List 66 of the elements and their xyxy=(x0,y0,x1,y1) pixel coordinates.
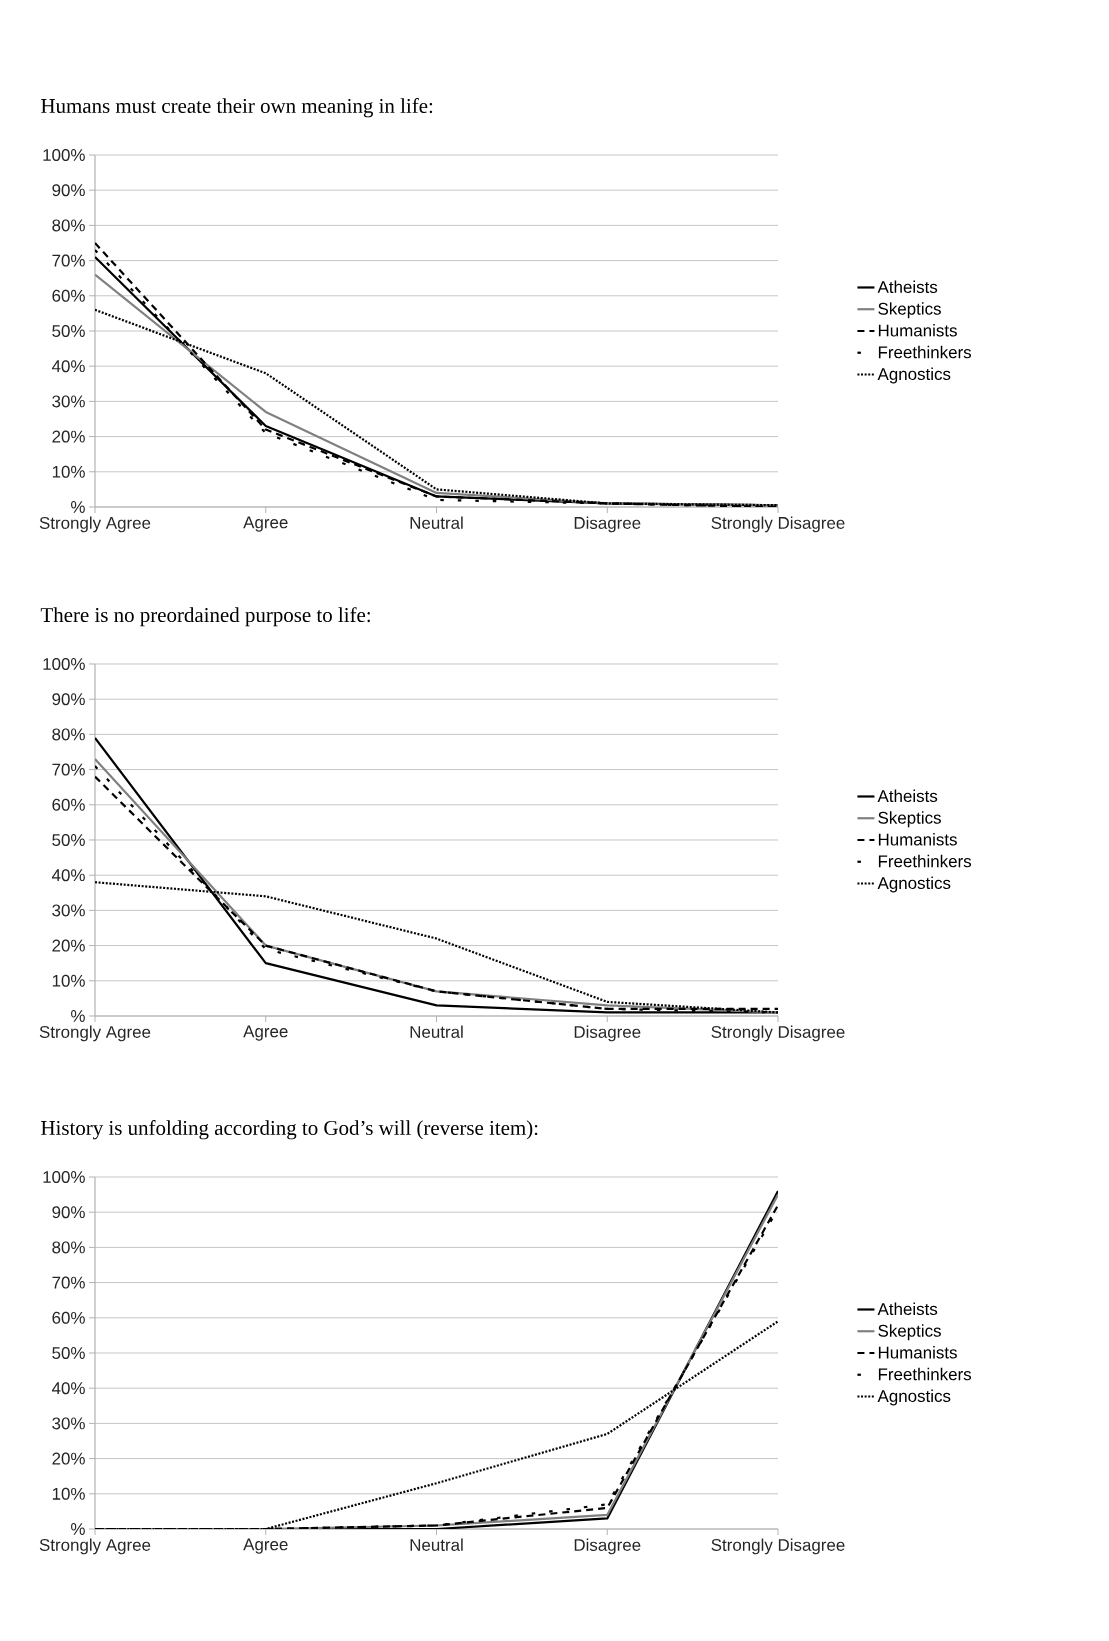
legend-label: Freethinkers xyxy=(878,345,972,359)
y-tick-label: 20% xyxy=(52,939,85,952)
y-tick-label: 10% xyxy=(52,1487,85,1500)
y-tick-label: 20% xyxy=(52,430,85,443)
y-tick-label: 20% xyxy=(52,1452,85,1465)
legend-label: Freethinkers xyxy=(878,1367,972,1381)
x-tick-label: Strongly Disagree xyxy=(711,1025,845,1042)
y-tick-label: 90% xyxy=(52,693,85,706)
x-tick-label: Strongly Agree xyxy=(39,1538,151,1555)
y-tick-label: 30% xyxy=(52,1417,85,1430)
y-tick-label: % xyxy=(71,501,85,513)
y-tick-label: 80% xyxy=(52,1241,85,1254)
chart-title: There is no preordained purpose to life: xyxy=(40,607,370,627)
y-tick-label: 50% xyxy=(52,324,85,337)
y-tick-label: 90% xyxy=(52,1206,85,1219)
legend-label: Atheists xyxy=(877,789,938,803)
y-tick-label: % xyxy=(71,1523,85,1535)
x-tick-label: Neutral xyxy=(410,1025,463,1038)
y-tick-label: 70% xyxy=(52,1276,85,1289)
legend-label: Atheists xyxy=(877,280,938,294)
y-tick-label: 70% xyxy=(52,254,85,267)
y-tick-label: 40% xyxy=(51,360,85,373)
x-tick-label: Disagree xyxy=(574,516,641,533)
chart-title: History is unfolding according to God’s will (reverse item): xyxy=(41,1120,538,1140)
legend-label: Skeptics xyxy=(878,1324,941,1341)
legend-label: Skeptics xyxy=(878,811,941,828)
y-tick-label: % xyxy=(71,1010,85,1022)
legend-label: Agnostics xyxy=(877,876,951,893)
legend-label: Atheists xyxy=(877,1302,938,1316)
x-tick-label: Strongly Agree xyxy=(39,516,151,533)
y-tick-label: 60% xyxy=(52,289,85,302)
y-tick-label: 80% xyxy=(52,728,85,741)
y-tick-label: 60% xyxy=(52,798,85,811)
y-tick-label: 90% xyxy=(52,184,85,197)
y-tick-label: 10% xyxy=(52,465,85,478)
y-tick-label: 100% xyxy=(43,657,85,670)
x-tick-label: Agree xyxy=(243,1025,288,1041)
y-tick-label: 70% xyxy=(52,763,85,776)
x-tick-label: Strongly Disagree xyxy=(711,516,845,533)
legend-label: Freethinkers xyxy=(878,854,972,868)
legend-label: Humanists xyxy=(878,1346,957,1359)
legend-label: Humanists xyxy=(878,833,957,846)
y-tick-label: 100% xyxy=(43,148,85,161)
legend-label: Agnostics xyxy=(877,367,951,384)
y-tick-label: 80% xyxy=(52,219,85,232)
y-tick-label: 50% xyxy=(52,833,85,846)
x-tick-label: Strongly Disagree xyxy=(711,1538,845,1555)
y-tick-label: 30% xyxy=(52,395,85,408)
x-tick-label: Disagree xyxy=(574,1025,641,1042)
y-tick-label: 60% xyxy=(52,1311,85,1324)
y-tick-label: 40% xyxy=(51,1382,85,1395)
legend-label: Skeptics xyxy=(878,302,941,319)
y-tick-label: 100% xyxy=(43,1171,85,1183)
y-tick-label: 50% xyxy=(52,1347,85,1359)
y-tick-label: 40% xyxy=(51,869,85,882)
x-tick-label: Agree xyxy=(243,516,288,532)
y-tick-label: 30% xyxy=(52,904,85,917)
legend-label: Humanists xyxy=(878,324,957,337)
x-tick-label: Neutral xyxy=(410,516,463,529)
legend-label: Agnostics xyxy=(877,1389,951,1406)
x-tick-label: Disagree xyxy=(574,1538,641,1555)
x-tick-label: Strongly Agree xyxy=(39,1025,151,1042)
y-tick-label: 10% xyxy=(52,974,85,987)
chart-title: Humans must create their own meaning in life: xyxy=(41,98,433,118)
x-tick-label: Agree xyxy=(243,1538,288,1554)
x-tick-label: Neutral xyxy=(410,1538,463,1551)
